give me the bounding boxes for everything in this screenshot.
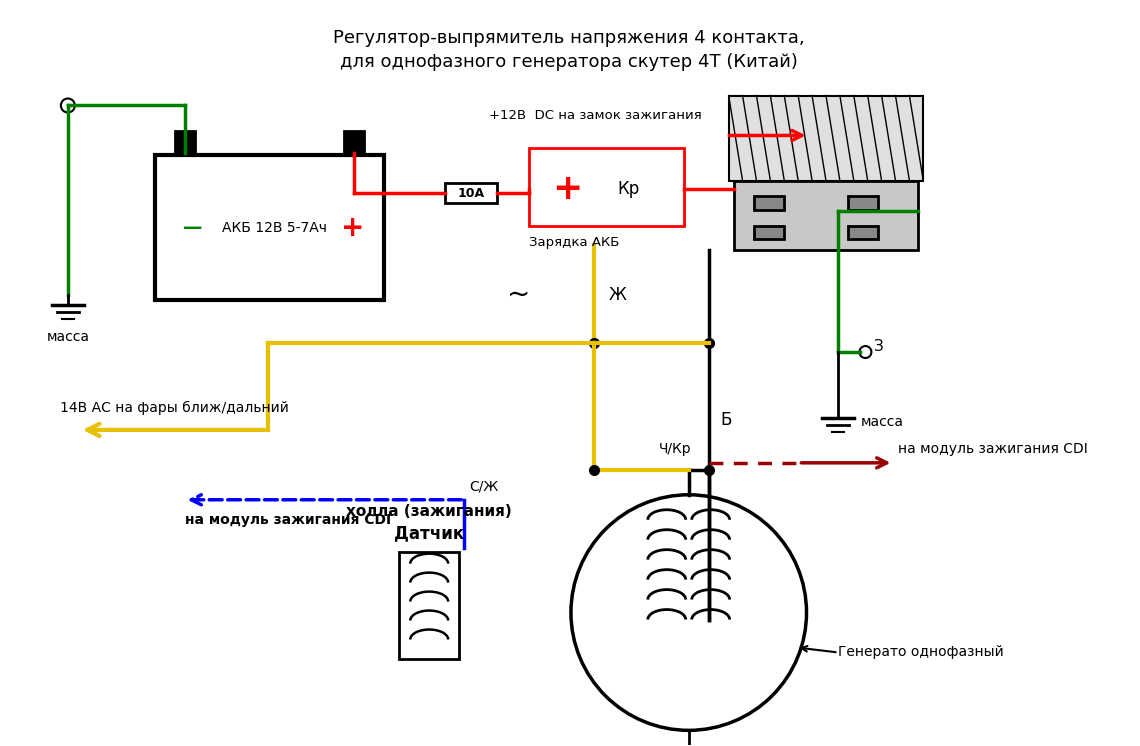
Text: 10А: 10А [457,186,484,200]
Bar [848,195,879,210]
Bar [446,184,497,204]
Text: Ж: Ж [609,286,627,304]
Text: +: + [341,214,364,242]
Text: Ч/Кр: Ч/Кр [659,442,691,456]
Bar [155,155,384,300]
Text: Б: Б [720,411,732,429]
Text: на модуль зажигания CDI: на модуль зажигания CDI [185,513,391,527]
Bar [734,181,919,250]
Bar [344,131,365,154]
Text: на модуль зажигания CDI: на модуль зажигания CDI [898,442,1088,456]
Text: С/Ж: С/Ж [470,480,498,494]
Bar [174,131,195,154]
Bar [754,225,783,239]
Text: АКБ 12В 5-7Ач: АКБ 12В 5-7Ач [222,221,327,235]
Bar [529,148,684,226]
Bar [399,552,459,659]
Text: масса: масса [47,330,89,344]
Text: Генерато однофазный: Генерато однофазный [838,645,1004,659]
Text: для однофазного генератора скутер 4Т (Китай): для однофазного генератора скутер 4Т (Ки… [340,52,798,71]
Text: ~: ~ [507,281,531,309]
Text: масса: масса [861,415,903,429]
Text: +12В  DC на замок зажигания: +12В DC на замок зажигания [489,109,702,122]
Text: Регулятор-выпрямитель напряжения 4 контакта,: Регулятор-выпрямитель напряжения 4 конта… [333,28,805,47]
Bar [728,95,923,181]
Text: холла (зажигания): холла (зажигания) [347,504,512,519]
Bar [754,195,783,210]
Text: Кр: Кр [618,181,640,198]
Text: Датчик: Датчик [394,524,464,542]
Text: Зарядка АКБ: Зарядка АКБ [529,236,619,248]
Text: З: З [874,339,885,354]
Bar [848,225,879,239]
Text: +: + [552,172,583,207]
Text: 14В АС на фары ближ/дальний: 14В АС на фары ближ/дальний [60,401,290,415]
Text: —: — [182,219,202,237]
